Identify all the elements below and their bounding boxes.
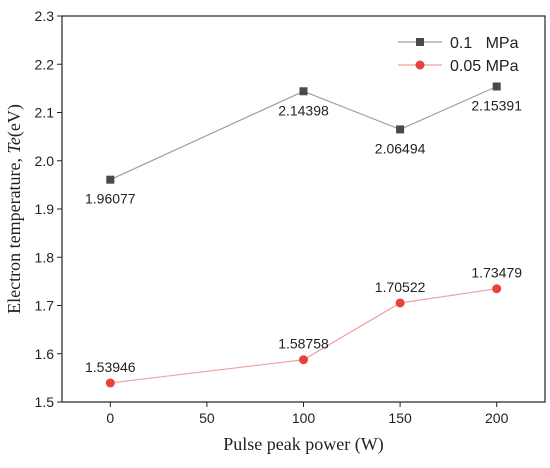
y-axis-title-prefix: Electron temperature,	[4, 153, 24, 313]
data-label: 1.73479	[471, 265, 522, 281]
x-axis-ticks: 0 50 100 150 200	[106, 402, 509, 426]
data-label: 1.96077	[85, 191, 136, 207]
y-tick-label: 1.9	[35, 201, 55, 217]
x-tick-label: 0	[106, 410, 114, 426]
legend-label: 0.1 MPa	[450, 35, 519, 52]
data-point-square	[106, 175, 115, 184]
data-labels: 1.96077 2.14398 2.06494 2.15391 1.53946 1.587…	[85, 97, 522, 374]
legend-marker-circle	[415, 60, 425, 70]
legend: 0.1 MPa 0.05 MPa	[398, 35, 519, 75]
data-point-circle	[299, 355, 308, 365]
y-axis-title: Electron temperature, Te(eV)	[4, 104, 25, 314]
data-point-circle	[105, 378, 115, 388]
y-tick-label: 2.3	[35, 8, 55, 24]
x-tick-label: 150	[388, 410, 412, 426]
x-tick-label: 200	[485, 410, 509, 426]
data-label: 1.58758	[278, 336, 329, 352]
data-label: 2.15391	[471, 97, 522, 113]
data-point-square	[396, 125, 405, 134]
series-layer	[105, 82, 502, 388]
y-tick-label: 1.7	[35, 298, 55, 314]
y-axis-title-symbol: Te	[4, 137, 24, 153]
data-point-circle	[395, 298, 405, 308]
x-tick-label: 100	[292, 410, 316, 426]
series-line	[110, 288, 497, 384]
x-axis-title: Pulse peak power (W)	[223, 434, 383, 455]
y-tick-label: 1.6	[35, 346, 55, 362]
series-line	[110, 85, 497, 181]
data-label: 1.70522	[375, 279, 426, 295]
legend-label: 0.05 MPa	[450, 58, 519, 75]
data-label: 1.53946	[85, 359, 136, 375]
data-label: 2.06494	[375, 140, 426, 156]
legend-marker-square	[416, 38, 424, 46]
data-label: 2.14398	[278, 102, 329, 118]
x-tick-label: 50	[199, 410, 215, 426]
data-point-square	[492, 82, 501, 91]
y-axis-title-unit: (eV)	[4, 104, 25, 137]
data-point-square	[299, 87, 308, 96]
y-tick-label: 2.2	[35, 56, 55, 72]
y-tick-label: 1.8	[35, 249, 55, 265]
data-point-circle	[492, 284, 502, 294]
y-tick-label: 1.5	[35, 394, 55, 410]
y-tick-label: 2.0	[35, 153, 55, 169]
y-tick-label: 2.1	[35, 105, 55, 121]
y-axis-ticks: 1.5 1.6 1.7 1.8 1.9 2.0 2.1 2.2 2.3	[35, 8, 62, 410]
